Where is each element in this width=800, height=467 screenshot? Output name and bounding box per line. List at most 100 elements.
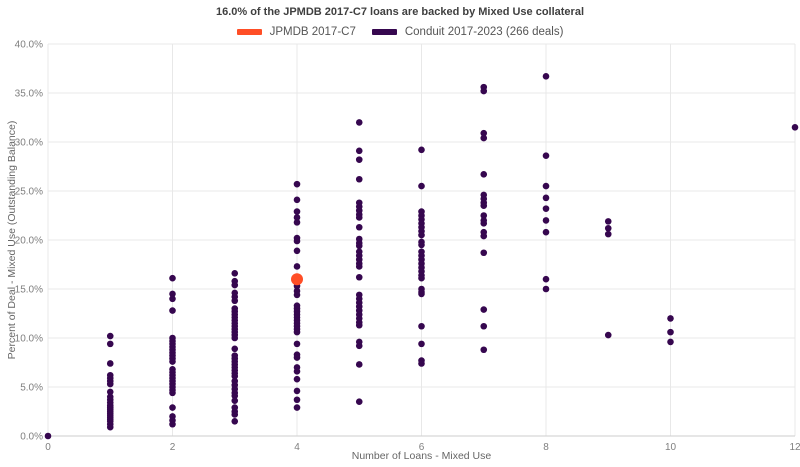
conduit-data-point [169, 358, 176, 365]
conduit-data-point [44, 432, 52, 440]
conduit-data-point [355, 273, 363, 281]
conduit-data-point [418, 360, 425, 367]
y-tick-label: 40.0% [15, 40, 43, 51]
conduit-data-point [106, 388, 114, 396]
conduit-data-point [604, 224, 612, 232]
conduit-data-point [480, 232, 488, 240]
y-tick-label: 10.0% [15, 334, 43, 345]
conduit-data-point [542, 285, 550, 293]
conduit-data-point [542, 228, 550, 236]
conduit-data-point [355, 156, 363, 163]
legend-swatch-jpmdb-icon [236, 29, 262, 35]
x-tick-label: 12 [789, 442, 800, 453]
x-tick-label: 2 [170, 442, 176, 453]
conduit-data-point [169, 307, 176, 314]
conduit-data-point [293, 404, 301, 411]
conduit-data-point [355, 321, 363, 329]
conduit-data-point [480, 212, 488, 219]
conduit-data-point [169, 274, 176, 282]
conduit-data-point [542, 217, 550, 224]
conduit-data-point [106, 380, 114, 388]
conduit-data-point [106, 340, 114, 348]
conduit-data-point [169, 389, 176, 397]
y-tick-label: 30.0% [15, 138, 43, 149]
conduit-data-point [480, 306, 488, 313]
conduit-data-point [480, 346, 488, 354]
conduit-data-point [231, 411, 239, 418]
conduit-data-point [355, 242, 363, 250]
legend-item-jpmdb[interactable]: JPMDB 2017-C7 [236, 26, 356, 38]
conduit-data-point [667, 328, 674, 336]
conduit-data-point [293, 214, 301, 221]
conduit-data-point [542, 73, 550, 80]
x-tick-label: 4 [294, 442, 300, 453]
conduit-data-point [293, 237, 301, 245]
conduit-data-point [480, 171, 488, 178]
conduit-data-point [418, 322, 425, 330]
legend-label-conduit: Conduit 2017-2023 (266 deals) [404, 26, 564, 38]
legend-swatch-conduit-icon [371, 29, 397, 35]
y-tick-label: 15.0% [15, 285, 43, 296]
conduit-data-point [355, 361, 363, 368]
conduit-data-point [293, 291, 301, 299]
conduit-data-point [231, 345, 239, 353]
conduit-data-point [293, 340, 301, 348]
conduit-data-point [355, 175, 363, 183]
conduit-data-point [293, 180, 301, 188]
conduit-data-point [231, 372, 239, 380]
conduit-data-point [542, 152, 550, 160]
conduit-data-point [418, 290, 425, 298]
conduit-data-point [542, 182, 550, 190]
x-tick-label: 8 [543, 442, 549, 453]
conduit-data-point [293, 219, 301, 226]
conduit-data-point [106, 332, 114, 340]
conduit-data-point [231, 297, 239, 305]
conduit-data-point [604, 218, 612, 225]
conduit-data-point [355, 147, 363, 155]
legend-item-conduit[interactable]: Conduit 2017-2023 (266 deals) [371, 26, 564, 38]
conduit-data-point [480, 87, 488, 95]
conduit-data-point [231, 334, 239, 342]
conduit-data-point [169, 290, 176, 298]
y-tick-label: 25.0% [15, 187, 43, 198]
conduit-data-point [355, 342, 363, 350]
conduit-data-point [231, 392, 239, 400]
conduit-data-point [542, 205, 550, 212]
conduit-data-point [667, 338, 674, 346]
y-tick-label: 0.0% [20, 432, 43, 443]
conduit-data-point [293, 196, 301, 204]
x-axis-title: Number of Loans - Mixed Use [351, 450, 492, 462]
conduit-data-point [542, 275, 550, 283]
conduit-data-point [604, 331, 612, 339]
conduit-data-point [169, 420, 176, 428]
conduit-data-point [169, 295, 176, 303]
conduit-data-point [106, 423, 114, 431]
conduit-data-point [293, 208, 301, 215]
conduit-data-point [791, 124, 799, 131]
y-tick-label: 35.0% [15, 89, 43, 100]
legend-label-jpmdb: JPMDB 2017-C7 [269, 26, 356, 38]
x-tick-label: 6 [419, 442, 425, 453]
x-tick-label: 0 [45, 442, 51, 453]
conduit-data-point [293, 247, 301, 255]
conduit-data-point [418, 340, 425, 348]
conduit-data-point [418, 241, 425, 249]
conduit-data-point [293, 368, 301, 375]
legend: JPMDB 2017-C7 Conduit 2017-2023 (266 dea… [0, 26, 800, 38]
conduit-data-point [169, 404, 176, 411]
conduit-data-point [418, 146, 425, 154]
y-tick-label: 5.0% [20, 383, 43, 394]
y-tick-label: 20.0% [15, 236, 43, 247]
conduit-data-point [418, 231, 425, 239]
conduit-data-point [293, 354, 301, 361]
conduit-data-point [542, 194, 550, 202]
conduit-data-point [231, 270, 239, 277]
conduit-data-point [604, 230, 612, 238]
conduit-data-point [480, 249, 488, 257]
conduit-data-point [293, 396, 301, 404]
conduit-data-point [355, 214, 363, 221]
conduit-data-point [293, 375, 301, 383]
conduit-data-point [480, 202, 488, 209]
